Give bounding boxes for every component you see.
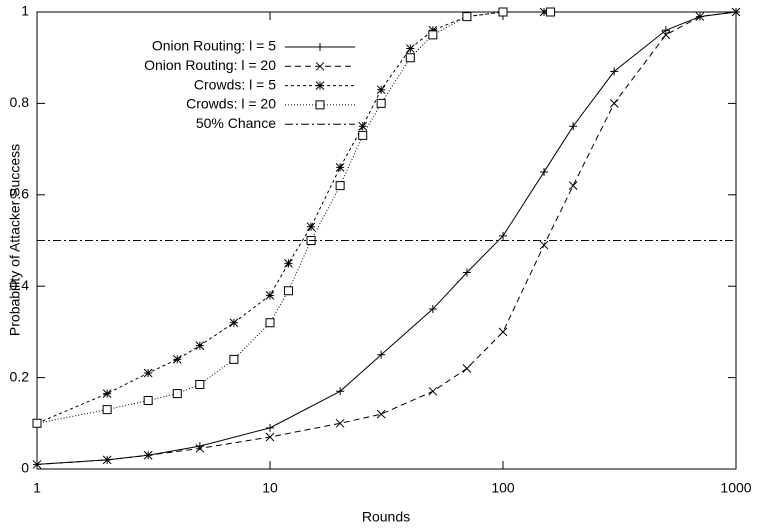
x-tick-label: 1 [33, 480, 41, 496]
marker [143, 450, 153, 460]
y-tick-label: 1 [21, 3, 29, 19]
marker [462, 364, 472, 373]
marker [195, 444, 205, 453]
marker [266, 423, 274, 432]
marker [335, 181, 345, 191]
marker [546, 7, 556, 17]
series-line [36, 11, 551, 424]
marker [462, 12, 472, 22]
legend-label: Crowds: l = 20 [186, 96, 276, 112]
marker [195, 379, 205, 389]
series-line [36, 11, 545, 424]
legend-label: Onion Routing: l = 5 [152, 38, 276, 54]
marker [428, 305, 437, 314]
marker [172, 389, 182, 399]
marker [172, 354, 182, 364]
marker [539, 7, 549, 17]
x-tick-label: 1000 [720, 480, 751, 496]
y-axis-label: Probability of Attacker Success [7, 144, 23, 336]
marker [428, 25, 438, 35]
marker [336, 387, 345, 396]
marker [428, 30, 438, 40]
marker [609, 99, 619, 108]
marker [539, 240, 549, 250]
marker [462, 268, 471, 277]
x-axis-label: Rounds [362, 509, 410, 525]
marker [661, 30, 671, 40]
marker [265, 290, 275, 300]
marker [335, 163, 345, 172]
y-tick-label: 0.4 [10, 277, 30, 293]
marker [358, 121, 368, 131]
legend-label: 50% Chance [196, 115, 276, 131]
x-tick-label: 10 [262, 480, 278, 496]
marker [358, 130, 368, 140]
marker [143, 395, 153, 405]
marker [377, 350, 386, 359]
marker [376, 85, 386, 95]
marker [405, 44, 415, 53]
marker [610, 67, 619, 76]
marker [335, 418, 345, 428]
marker [568, 181, 578, 191]
marker [315, 100, 325, 110]
marker [143, 368, 153, 378]
marker [306, 222, 316, 232]
marker [102, 455, 112, 465]
legend-label: Crowds: l = 5 [194, 76, 276, 92]
series-line [36, 11, 737, 465]
marker [102, 389, 112, 398]
marker [695, 12, 705, 21]
marker [265, 432, 275, 442]
marker [498, 7, 508, 17]
marker [32, 418, 42, 428]
marker [229, 318, 239, 328]
marker [315, 61, 325, 71]
marker [265, 318, 275, 328]
marker [661, 26, 670, 35]
marker [499, 231, 507, 240]
marker [731, 7, 741, 17]
legend-label: Onion Routing: l = 20 [144, 57, 276, 73]
marker [32, 460, 42, 469]
marker [315, 81, 325, 90]
marker [405, 53, 415, 63]
marker [102, 405, 112, 415]
y-tick-label: 0.8 [10, 94, 30, 110]
marker [316, 43, 324, 51]
series-line [36, 11, 737, 465]
x-tick-label: 100 [491, 480, 515, 496]
marker [376, 98, 386, 108]
marker [284, 258, 293, 268]
marker [195, 341, 205, 350]
marker [376, 409, 386, 419]
marker [229, 354, 239, 364]
marker [498, 327, 508, 337]
marker [569, 122, 578, 131]
y-tick-label: 0.2 [10, 368, 30, 384]
marker [540, 167, 549, 176]
y-tick-label: 0 [21, 460, 29, 476]
marker [283, 286, 293, 296]
marker [428, 386, 438, 396]
y-tick-label: 0.6 [10, 186, 30, 202]
